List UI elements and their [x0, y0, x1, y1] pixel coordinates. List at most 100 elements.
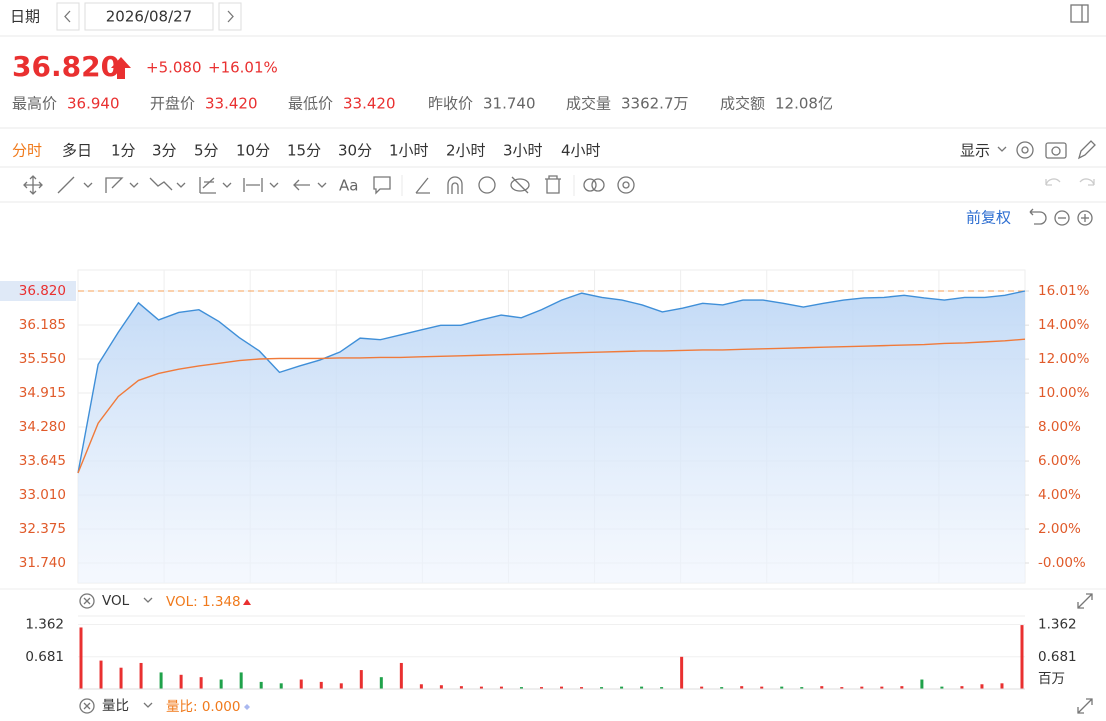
- redo[interactable]: [1079, 178, 1095, 186]
- display-menu[interactable]: 显示: [960, 142, 990, 160]
- up-arrow: [111, 57, 131, 79]
- volume-bar: [800, 687, 804, 689]
- volume-bar: [620, 686, 624, 689]
- volume-bar: [700, 686, 704, 689]
- y2-tick-label: 10.00%: [1038, 385, 1090, 401]
- period-tab[interactable]: 3分: [152, 142, 177, 160]
- panel-toggle[interactable]: [1070, 4, 1089, 23]
- fib-tool[interactable]: [199, 177, 216, 194]
- move-tool[interactable]: [23, 175, 43, 195]
- sync-tool[interactable]: [478, 176, 496, 194]
- date-box[interactable]: 2026/08/27: [84, 2, 214, 31]
- angle-tool[interactable]: [415, 177, 430, 194]
- chevron: [269, 182, 279, 188]
- y-tick-label: 36.820: [19, 283, 66, 299]
- y-tick-label: 32.375: [19, 521, 66, 537]
- channel-tool[interactable]: [105, 177, 124, 193]
- volume-bar: [1000, 683, 1004, 689]
- note-tool[interactable]: [373, 176, 391, 195]
- next-day[interactable]: [218, 2, 242, 31]
- date-value: 2026/08/27: [106, 8, 192, 26]
- undo[interactable]: [1045, 178, 1061, 186]
- stat-label: 成交额: [720, 95, 765, 113]
- y-tick-label: 31.740: [19, 555, 66, 571]
- volume-bar: [840, 687, 844, 689]
- period-tab[interactable]: 分时: [12, 142, 42, 160]
- arrow-tool[interactable]: [293, 179, 310, 191]
- pen-icon[interactable]: [1077, 140, 1096, 160]
- volume-bar: [119, 667, 123, 689]
- chevron: [129, 182, 139, 188]
- prev-day[interactable]: [56, 2, 80, 31]
- expand-icon[interactable]: [1077, 698, 1093, 714]
- period-tab[interactable]: 3小时: [503, 142, 543, 160]
- indicator-name[interactable]: 量比: [102, 698, 129, 714]
- adjust-mode[interactable]: 前复权: [966, 209, 1011, 227]
- indicator-settings[interactable]: [617, 176, 635, 194]
- stat-value: 33.420: [205, 95, 258, 113]
- expand-icon[interactable]: [1077, 593, 1093, 609]
- change-pct: +16.01%: [208, 59, 278, 77]
- zoom-in[interactable]: [1077, 210, 1093, 226]
- wave-tool[interactable]: [149, 177, 173, 191]
- volume-bar: [900, 686, 904, 689]
- indicator-name[interactable]: VOL: [102, 593, 130, 609]
- measure-tool[interactable]: [243, 178, 263, 192]
- compare-tool[interactable]: [583, 178, 605, 192]
- y2-tick-label: 4.00%: [1038, 487, 1081, 503]
- hide-tool[interactable]: [510, 176, 530, 194]
- period-tab[interactable]: 2小时: [446, 142, 486, 160]
- period-tab[interactable]: 多日: [62, 142, 92, 160]
- volume-bar: [159, 672, 163, 689]
- volume-bar: [199, 677, 203, 689]
- text-tool[interactable]: Aa: [339, 177, 358, 195]
- period-tab[interactable]: 4小时: [561, 142, 601, 160]
- y-tick-label: 33.645: [19, 453, 66, 469]
- period-tab[interactable]: 5分: [194, 142, 219, 160]
- price-area: [78, 291, 1025, 583]
- y2-tick-label: 12.00%: [1038, 351, 1090, 367]
- volume-bar: [299, 679, 303, 689]
- period-tab[interactable]: 15分: [287, 142, 321, 160]
- reset-icon[interactable]: [1029, 208, 1047, 225]
- line-tool[interactable]: [57, 176, 75, 194]
- period-tab[interactable]: 30分: [338, 142, 372, 160]
- delete-tool[interactable]: [545, 175, 561, 194]
- close-icon[interactable]: [79, 698, 95, 714]
- volume-bar: [499, 686, 503, 689]
- volume-bar: [860, 686, 864, 689]
- volume-bar: [99, 660, 103, 689]
- drawing-toolbar: Aa: [23, 175, 1095, 196]
- close-icon[interactable]: [79, 593, 95, 609]
- volume-bar: [219, 679, 223, 689]
- y-tick-label: 34.280: [19, 419, 66, 435]
- magnet-tool[interactable]: [447, 176, 463, 194]
- volume-bar: [399, 662, 403, 689]
- settings-icon[interactable]: [1016, 141, 1034, 159]
- y-tick-label: 0.681: [25, 649, 64, 665]
- volume-bar: [419, 684, 423, 689]
- period-tab[interactable]: 10分: [236, 142, 270, 160]
- volume-bar: [479, 686, 483, 689]
- volume-bar: [980, 684, 984, 689]
- chevron: [317, 182, 327, 188]
- zoom-out[interactable]: [1054, 210, 1070, 226]
- y-tick-label: 33.010: [19, 487, 66, 503]
- camera-icon[interactable]: [1045, 142, 1067, 159]
- chevron: [222, 182, 232, 188]
- volume-bar: [640, 686, 644, 689]
- volume-bar: [439, 685, 443, 689]
- stat-value: 33.420: [343, 95, 396, 113]
- period-tab[interactable]: 1小时: [389, 142, 429, 160]
- volume-bar: [880, 686, 884, 689]
- chevron: [83, 182, 93, 188]
- volume-bar: [539, 687, 543, 689]
- y-tick-label: 36.185: [19, 317, 66, 333]
- y2-tick-label: 1.362: [1038, 617, 1077, 633]
- y2-tick-label: 0.681: [1038, 649, 1077, 665]
- y2-tick-label: 6.00%: [1038, 453, 1081, 469]
- period-tab[interactable]: 1分: [111, 142, 136, 160]
